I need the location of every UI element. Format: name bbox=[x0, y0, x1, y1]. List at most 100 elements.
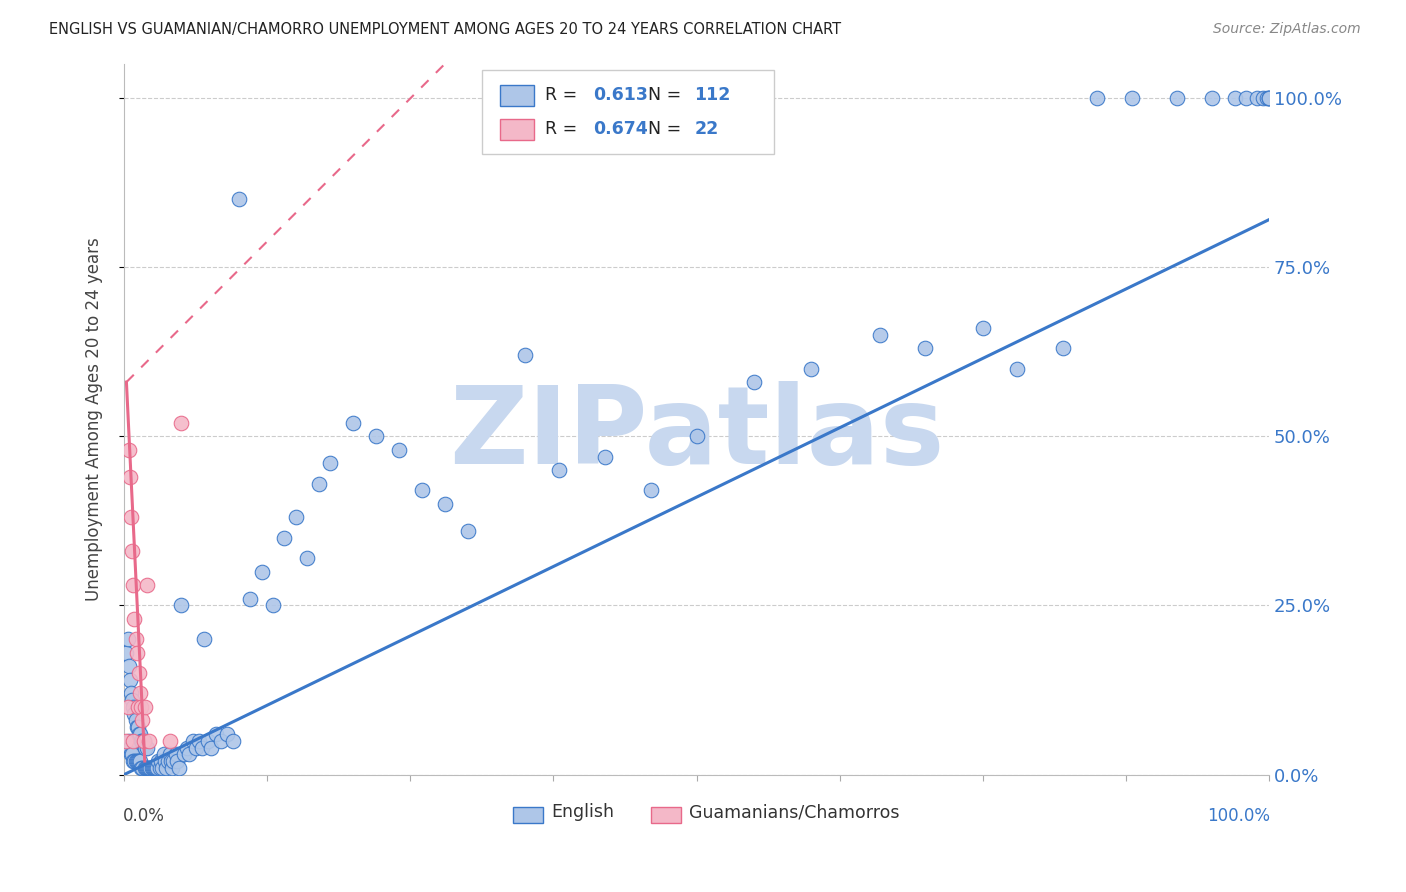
Text: 0.674: 0.674 bbox=[593, 120, 648, 138]
Point bbox=[167, 761, 190, 775]
Point bbox=[124, 754, 146, 768]
Point bbox=[159, 733, 181, 747]
Point bbox=[127, 699, 149, 714]
Point bbox=[136, 578, 159, 592]
Point bbox=[1121, 91, 1143, 105]
Point bbox=[131, 761, 153, 775]
Point bbox=[118, 470, 141, 484]
Point bbox=[179, 747, 201, 762]
Point bbox=[138, 733, 160, 747]
Point bbox=[122, 699, 145, 714]
Point bbox=[118, 659, 141, 673]
Point bbox=[131, 714, 153, 728]
Point bbox=[262, 599, 284, 613]
Point bbox=[141, 761, 163, 775]
Point bbox=[155, 761, 177, 775]
Point bbox=[1223, 91, 1246, 105]
Text: 112: 112 bbox=[695, 87, 731, 104]
Y-axis label: Unemployment Among Ages 20 to 24 years: Unemployment Among Ages 20 to 24 years bbox=[86, 237, 103, 601]
Text: Source: ZipAtlas.com: Source: ZipAtlas.com bbox=[1213, 22, 1361, 37]
Point bbox=[118, 673, 141, 687]
Point bbox=[1005, 361, 1028, 376]
Point bbox=[1234, 91, 1257, 105]
Point bbox=[155, 754, 177, 768]
Point bbox=[176, 740, 198, 755]
Point bbox=[1085, 91, 1108, 105]
Point bbox=[125, 720, 148, 734]
Point bbox=[115, 646, 138, 660]
Point bbox=[143, 761, 166, 775]
Point bbox=[297, 551, 319, 566]
Point bbox=[742, 375, 765, 389]
Point bbox=[186, 740, 208, 755]
Point bbox=[197, 733, 219, 747]
Point bbox=[170, 599, 193, 613]
Point bbox=[150, 761, 173, 775]
Point bbox=[1258, 91, 1281, 105]
Point bbox=[135, 761, 157, 775]
Point bbox=[364, 429, 387, 443]
Point bbox=[118, 740, 141, 755]
Point bbox=[1201, 91, 1223, 105]
Point bbox=[181, 733, 204, 747]
Point bbox=[131, 733, 153, 747]
Point bbox=[640, 483, 662, 498]
Point bbox=[165, 747, 187, 762]
Point bbox=[124, 612, 146, 626]
Point bbox=[125, 646, 148, 660]
Point bbox=[131, 761, 153, 775]
Point bbox=[217, 727, 239, 741]
Point bbox=[115, 733, 138, 747]
Point bbox=[800, 361, 823, 376]
Text: 22: 22 bbox=[695, 120, 718, 138]
Point bbox=[118, 442, 141, 457]
Point bbox=[124, 706, 146, 721]
Point bbox=[149, 754, 172, 768]
Point bbox=[228, 193, 250, 207]
Point bbox=[170, 416, 193, 430]
Point bbox=[121, 693, 143, 707]
Point bbox=[204, 727, 226, 741]
Point bbox=[193, 632, 215, 647]
Point bbox=[142, 761, 165, 775]
Point bbox=[1251, 91, 1274, 105]
Point bbox=[342, 416, 364, 430]
Point bbox=[121, 747, 143, 762]
Point bbox=[120, 510, 142, 524]
Point bbox=[548, 463, 571, 477]
Point bbox=[513, 348, 536, 362]
Point bbox=[209, 733, 232, 747]
Point bbox=[136, 740, 159, 755]
Point bbox=[128, 754, 150, 768]
Point bbox=[284, 510, 307, 524]
Bar bbox=[499, 119, 534, 140]
Point bbox=[273, 531, 295, 545]
Point bbox=[319, 456, 342, 470]
Point bbox=[125, 754, 148, 768]
Text: R =: R = bbox=[546, 120, 583, 138]
Text: ENGLISH VS GUAMANIAN/CHAMORRO UNEMPLOYMENT AMONG AGES 20 TO 24 YEARS CORRELATION: ENGLISH VS GUAMANIAN/CHAMORRO UNEMPLOYME… bbox=[49, 22, 841, 37]
Point bbox=[685, 429, 707, 443]
Text: 100.0%: 100.0% bbox=[1208, 806, 1270, 824]
Point bbox=[134, 699, 156, 714]
Point bbox=[972, 321, 994, 335]
Point bbox=[138, 761, 160, 775]
Point bbox=[222, 733, 245, 747]
Point bbox=[124, 754, 146, 768]
Point bbox=[160, 761, 183, 775]
Point bbox=[166, 754, 188, 768]
Point bbox=[120, 747, 142, 762]
Point bbox=[914, 341, 936, 355]
Point bbox=[1246, 91, 1268, 105]
Point bbox=[132, 733, 155, 747]
Point bbox=[239, 591, 262, 606]
Point bbox=[173, 747, 195, 762]
Point bbox=[128, 727, 150, 741]
Point bbox=[128, 666, 150, 681]
Point bbox=[1258, 91, 1281, 105]
Point bbox=[250, 565, 273, 579]
Text: ZIPatlas: ZIPatlas bbox=[449, 381, 945, 486]
Point bbox=[127, 754, 149, 768]
Point bbox=[124, 632, 146, 647]
Point bbox=[159, 747, 181, 762]
